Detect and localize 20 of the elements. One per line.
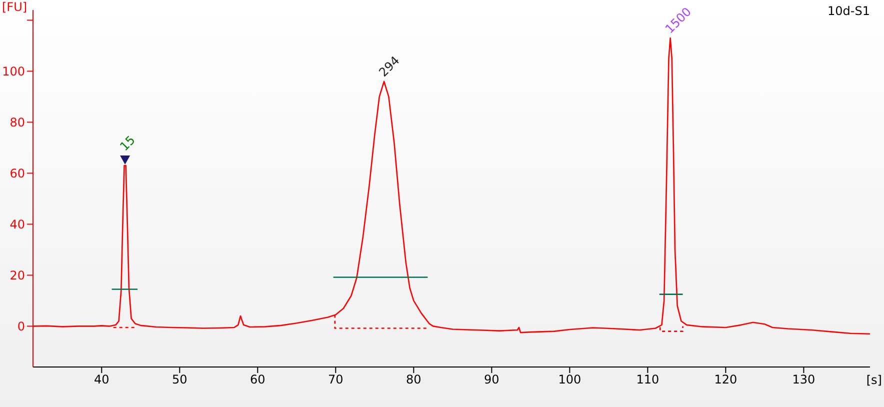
x-tick-label: 60 — [250, 372, 266, 387]
annotation: 15 — [117, 132, 138, 154]
y-axis-title: [FU] — [2, 0, 28, 14]
chart-title: 10d-S1 — [828, 4, 870, 18]
y-tick-label: 40 — [10, 217, 25, 232]
x-tick-label: 40 — [94, 372, 110, 387]
x-tick-label: 50 — [172, 372, 188, 387]
x-tick-label: 130 — [792, 372, 816, 387]
y-tick-label: 100 — [2, 64, 25, 78]
x-axis-title: [s] — [866, 373, 882, 387]
y-tick-label: 60 — [10, 166, 25, 180]
y-tick-label: 0 — [17, 319, 25, 334]
x-tick-label: 120 — [714, 372, 738, 387]
x-tick-label: 70 — [328, 372, 344, 387]
x-tick-label: 80 — [406, 372, 422, 387]
x-tick-label: 100 — [558, 372, 582, 387]
y-tick-label: 20 — [10, 268, 25, 282]
x-tick-label: 110 — [636, 372, 660, 387]
x-tick-label: 90 — [484, 372, 500, 387]
y-tick-label: 80 — [10, 115, 25, 130]
